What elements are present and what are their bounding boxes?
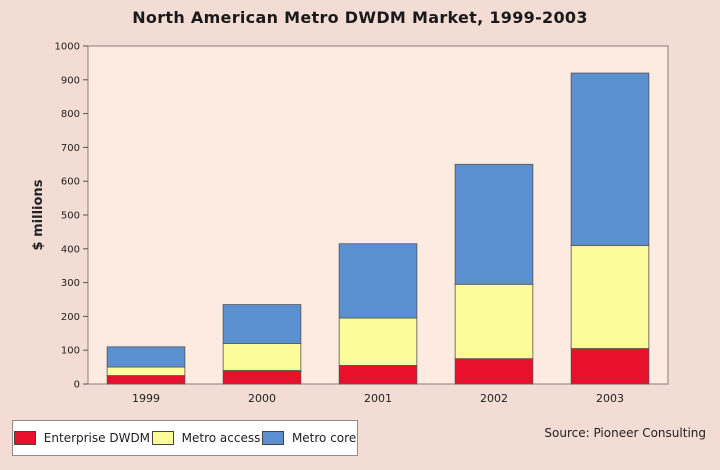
y-tick-label: 900	[61, 75, 80, 86]
legend-label: Enterprise DWDM	[43, 431, 151, 445]
source-note: Source: Pioneer Consulting	[544, 426, 706, 440]
legend-item-enterprise-dwdm: Enterprise DWDM	[13, 431, 151, 445]
y-tick-label: 600	[61, 177, 80, 188]
y-tick-label: 200	[61, 312, 80, 323]
bar-metro-core-1999	[106, 346, 186, 368]
x-tick-label: 1999	[132, 392, 160, 405]
bar-metro-core-2003	[570, 72, 650, 246]
x-axis: 1999 2000 2001 2002 2003	[132, 392, 624, 405]
x-tick-label: 2002	[480, 392, 508, 405]
chart-title: North American Metro DWDM Market, 1999-2…	[132, 8, 588, 27]
chart: 0 100 200 300 400 500 600 700 800 900 1000 1999 200…	[31, 42, 669, 405]
y-tick-label: 0	[74, 380, 80, 391]
y-tick-label: 500	[61, 211, 80, 222]
bar-metro-access-2002	[454, 283, 534, 360]
x-tick-label: 2000	[248, 392, 276, 405]
bar-enterprise-dwdm-2000	[222, 370, 302, 385]
y-tick-label: 800	[61, 109, 80, 120]
legend-swatch	[151, 431, 174, 445]
legend-item-metro-core: Metro core	[261, 431, 357, 445]
bar-enterprise-dwdm-2003	[570, 348, 650, 385]
bar-metro-access-2000	[222, 343, 302, 371]
bar-enterprise-dwdm-2001	[338, 365, 418, 385]
legend-swatch	[13, 431, 36, 445]
x-tick-label: 2003	[596, 392, 624, 405]
legend-item-metro-access: Metro access	[151, 431, 261, 445]
legend-swatch	[261, 431, 284, 445]
y-tick-label: 700	[61, 143, 80, 154]
bar-enterprise-dwdm-2002	[454, 358, 534, 385]
bar-metro-access-1999	[106, 366, 186, 376]
bars	[106, 72, 650, 385]
bar-metro-core-2000	[222, 304, 302, 344]
bar-metro-core-2002	[454, 163, 534, 285]
y-tick-label: 400	[61, 244, 80, 255]
x-tick-label: 2001	[364, 392, 392, 405]
y-tick-label: 1000	[55, 42, 80, 53]
bar-enterprise-dwdm-1999	[106, 375, 186, 385]
legend-label: Metro core	[291, 431, 357, 445]
bar-metro-core-2001	[338, 243, 418, 319]
y-tick-label: 100	[61, 346, 80, 357]
y-axis-label: $ millions	[31, 179, 46, 250]
bar-metro-access-2003	[570, 245, 650, 349]
y-axis: 0 100 200 300 400 500 600 700 800 900 1000	[55, 42, 88, 391]
y-tick-label: 300	[61, 278, 80, 289]
legend: Enterprise DWDM Metro access Metro core	[12, 420, 358, 456]
bar-metro-access-2001	[338, 317, 418, 366]
legend-label: Metro access	[181, 431, 261, 445]
